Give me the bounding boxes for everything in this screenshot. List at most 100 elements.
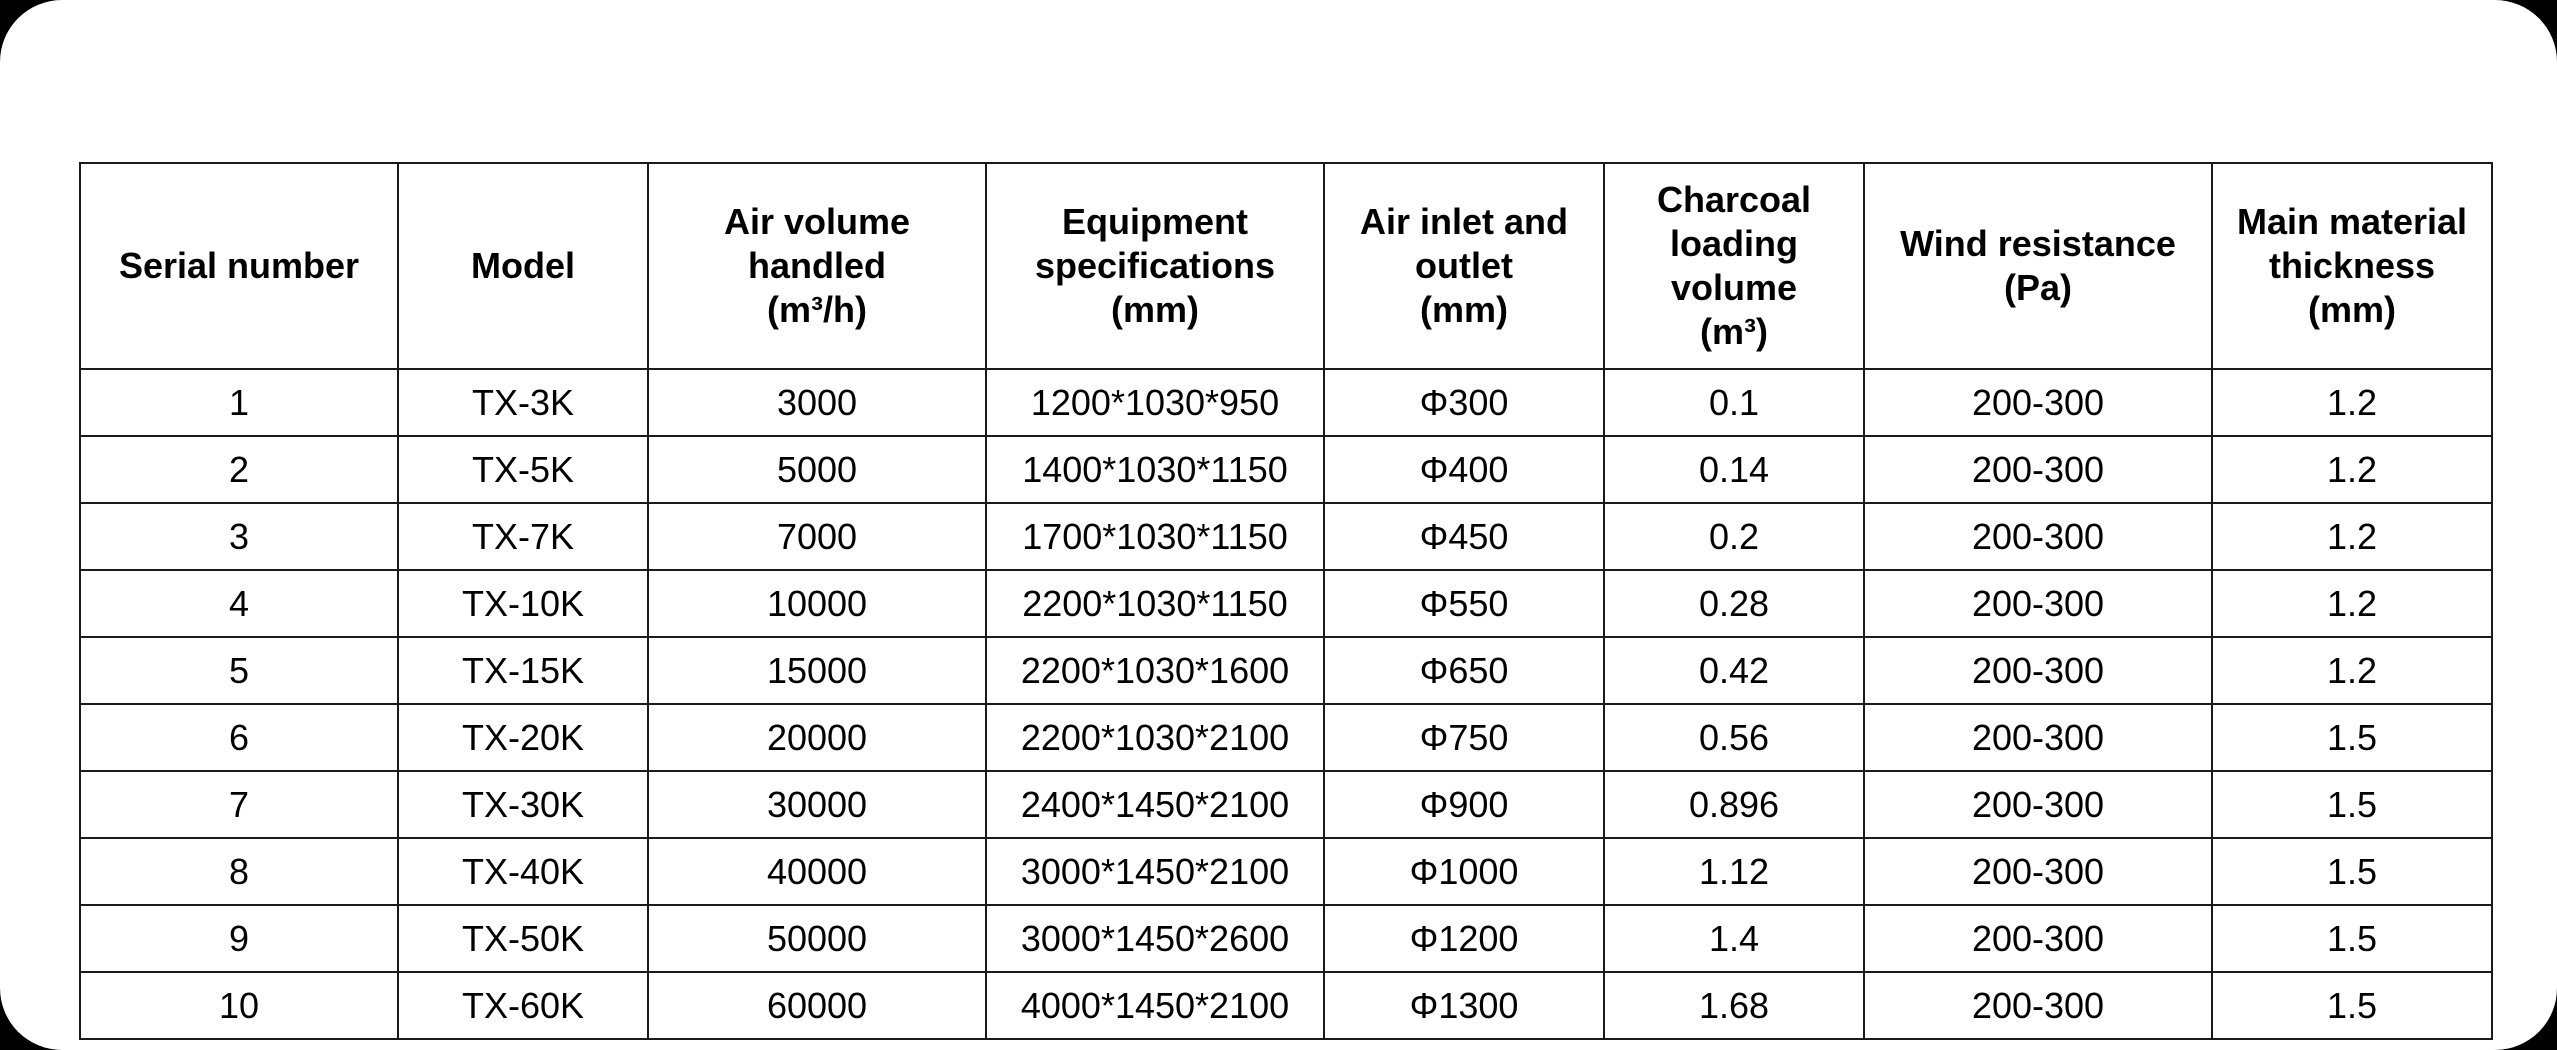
cell-charcoal-loading-volume: 0.56 [1603, 703, 1865, 772]
cell-model: TX-10K [397, 569, 649, 638]
column-header-line: (Pa) [2003, 267, 2072, 308]
table-row: 10 TX-60K 60000 4000*1450*2100 Φ1300 1.68 200-… [79, 971, 2493, 1040]
cell-air-inlet-and-outlet: Φ750 [1323, 703, 1605, 772]
cell-main-material-thickness: 1.5 [2211, 971, 2493, 1040]
cell-model: TX-3K [397, 368, 649, 437]
table-header: Serial number Model Air volume handled (m³/h… [79, 162, 2493, 370]
cell-air-inlet-and-outlet: Φ300 [1323, 368, 1605, 437]
cell-serial-number: 1 [79, 368, 399, 437]
cell-main-material-thickness: 1.5 [2211, 904, 2493, 973]
cell-wind-resistance: 200-300 [1863, 502, 2213, 571]
column-header-line: (mm) [2308, 288, 2396, 330]
cell-air-volume-handled: 60000 [647, 971, 987, 1040]
cell-wind-resistance: 200-300 [1863, 703, 2213, 772]
cell-main-material-thickness: 1.2 [2211, 435, 2493, 504]
cell-equipment-specifications: 1400*1030*1150 [985, 435, 1325, 504]
column-header-line: Serial number [118, 245, 360, 287]
cell-charcoal-loading-volume: 0.1 [1603, 368, 1865, 437]
cell-air-inlet-and-outlet: Φ900 [1323, 770, 1605, 839]
cell-serial-number: 7 [79, 770, 399, 839]
cell-serial-number: 9 [79, 904, 399, 973]
cell-air-inlet-and-outlet: Φ650 [1323, 636, 1605, 705]
cell-charcoal-loading-volume: 1.12 [1603, 837, 1865, 906]
cell-equipment-specifications: 3000*1450*2600 [985, 904, 1325, 973]
cell-air-inlet-and-outlet: Φ1200 [1323, 904, 1605, 973]
table-row: 8 TX-40K 40000 3000*1450*2100 Φ1000 1.12 200-3… [79, 837, 2493, 906]
cell-air-volume-handled: 15000 [647, 636, 987, 705]
cell-wind-resistance: 200-300 [1863, 770, 2213, 839]
cell-wind-resistance: 200-300 [1863, 904, 2213, 973]
cell-wind-resistance: 200-300 [1863, 435, 2213, 504]
column-header-line: volume [1670, 267, 1798, 308]
column-header-model: Model [397, 162, 649, 370]
cell-equipment-specifications: 2200*1030*1600 [985, 636, 1325, 705]
column-header-line: Wind resistance [1900, 223, 2176, 265]
cell-charcoal-loading-volume: 1.4 [1603, 904, 1865, 973]
cell-air-volume-handled: 50000 [647, 904, 987, 973]
cell-equipment-specifications: 2200*1030*2100 [985, 703, 1325, 772]
cell-model: TX-7K [397, 502, 649, 571]
cell-serial-number: 2 [79, 435, 399, 504]
cell-model: TX-40K [397, 837, 649, 906]
cell-wind-resistance: 200-300 [1863, 837, 2213, 906]
column-header-line: thickness [2268, 245, 2436, 287]
cell-main-material-thickness: 1.2 [2211, 368, 2493, 437]
column-header-line: loading [1670, 223, 1798, 265]
cell-equipment-specifications: 2200*1030*1150 [985, 569, 1325, 638]
column-header-wind-resistance: Wind resistance (Pa) [1863, 162, 2213, 370]
column-header-line: (m³/h) [767, 288, 867, 330]
column-header-line: Air volume [723, 201, 911, 243]
cell-charcoal-loading-volume: 0.2 [1603, 502, 1865, 571]
cell-air-volume-handled: 7000 [647, 502, 987, 571]
cell-wind-resistance: 200-300 [1863, 971, 2213, 1040]
column-header-line: (m³) [1700, 310, 1768, 352]
column-header-line: handled [747, 245, 886, 287]
cell-serial-number: 6 [79, 703, 399, 772]
cell-charcoal-loading-volume: 0.14 [1603, 435, 1865, 504]
cell-model: TX-30K [397, 770, 649, 839]
cell-wind-resistance: 200-300 [1863, 569, 2213, 638]
cell-air-inlet-and-outlet: Φ400 [1323, 435, 1605, 504]
column-header-line: (mm) [1420, 288, 1508, 330]
column-header-air-inlet-and-outlet: Air inlet and outlet (mm) [1323, 162, 1605, 370]
specification-table: Serial number Model Air volume handled (m³/h… [79, 162, 2493, 1040]
cell-serial-number: 10 [79, 971, 399, 1040]
table-row: 2 TX-5K 5000 1400*1030*1150 Φ400 0.14 200-300 1… [79, 435, 2493, 504]
cell-charcoal-loading-volume: 0.28 [1603, 569, 1865, 638]
cell-air-inlet-and-outlet: Φ550 [1323, 569, 1605, 638]
column-header-line: Model [471, 245, 575, 287]
cell-equipment-specifications: 3000*1450*2100 [985, 837, 1325, 906]
cell-charcoal-loading-volume: 0.42 [1603, 636, 1865, 705]
cell-serial-number: 8 [79, 837, 399, 906]
cell-main-material-thickness: 1.5 [2211, 770, 2493, 839]
column-header-main-material-thickness: Main material thickness (mm) [2211, 162, 2493, 370]
cell-main-material-thickness: 1.2 [2211, 569, 2493, 638]
cell-main-material-thickness: 1.5 [2211, 837, 2493, 906]
table-row: 3 TX-7K 7000 1700*1030*1150 Φ450 0.2 200-300 1.… [79, 502, 2493, 571]
cell-wind-resistance: 200-300 [1863, 636, 2213, 705]
cell-air-inlet-and-outlet: Φ1300 [1323, 971, 1605, 1040]
column-header-equipment-specifications: Equipment specifications (mm) [985, 162, 1325, 370]
column-header-serial-number: Serial number [79, 162, 399, 370]
column-header-line: specifications [1034, 245, 1276, 287]
cell-air-volume-handled: 5000 [647, 435, 987, 504]
cell-air-volume-handled: 40000 [647, 837, 987, 906]
cell-model: TX-15K [397, 636, 649, 705]
column-header-air-volume-handled: Air volume handled (m³/h) [647, 162, 987, 370]
column-header-line: outlet [1415, 245, 1513, 287]
table-row: 9 TX-50K 50000 3000*1450*2600 Φ1200 1.4 200-30… [79, 904, 2493, 973]
cell-air-volume-handled: 20000 [647, 703, 987, 772]
cell-air-volume-handled: 3000 [647, 368, 987, 437]
column-header-charcoal-loading-volume: Charcoal loading volume (m³) [1603, 162, 1865, 370]
specification-table-container: Serial number Model Air volume handled (m³/h… [79, 162, 2493, 1040]
cell-model: TX-20K [397, 703, 649, 772]
table-row: 1 TX-3K 3000 1200*1030*950 Φ300 0.1 200-300 1.2 [79, 368, 2493, 437]
cell-serial-number: 3 [79, 502, 399, 571]
cell-main-material-thickness: 1.5 [2211, 703, 2493, 772]
cell-air-volume-handled: 10000 [647, 569, 987, 638]
cell-serial-number: 4 [79, 569, 399, 638]
cell-model: TX-5K [397, 435, 649, 504]
table-row: 5 TX-15K 15000 2200*1030*1600 Φ650 0.42 200-30… [79, 636, 2493, 705]
cell-model: TX-50K [397, 904, 649, 973]
